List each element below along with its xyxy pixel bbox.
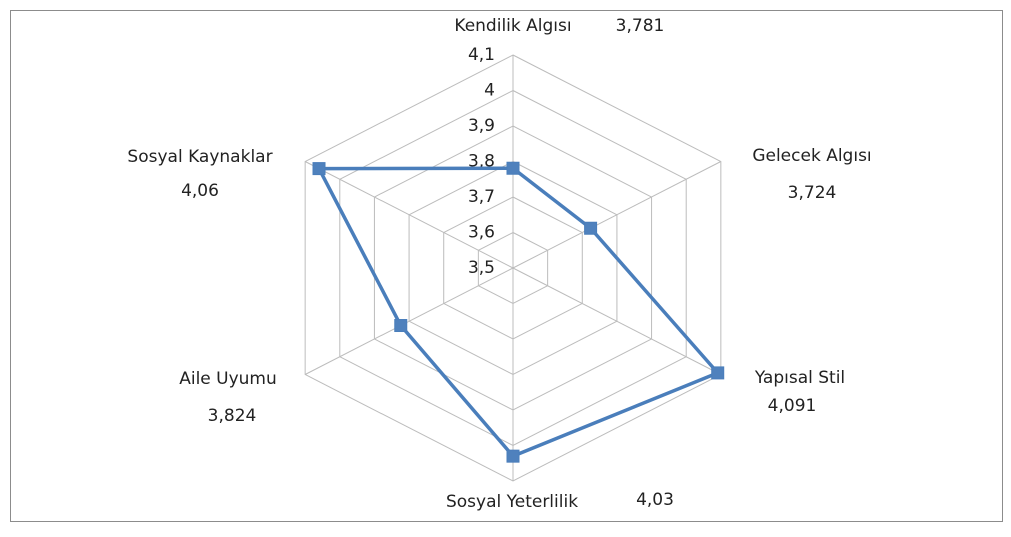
marker	[506, 449, 520, 463]
data-label: 3,724	[788, 183, 837, 203]
marker	[711, 366, 725, 380]
data-label: 4,03	[636, 490, 674, 510]
marker	[312, 162, 326, 176]
tick-label: 4,1	[468, 45, 495, 65]
tick-label: 4	[484, 81, 495, 101]
data-label: 3,824	[208, 406, 257, 426]
category-label: Sosyal Yeterlilik	[446, 492, 578, 512]
tick-label: 3,7	[468, 187, 495, 207]
category-label: Sosyal Kaynaklar	[127, 147, 272, 167]
spoke	[512, 161, 722, 269]
spoke	[304, 267, 514, 375]
tick-label: 3,9	[468, 116, 495, 136]
spoke	[304, 161, 514, 269]
category-label: Aile Uyumu	[179, 369, 277, 389]
category-label: Yapısal Stil	[754, 368, 845, 388]
chart-frame	[10, 10, 1003, 522]
spoke	[512, 267, 722, 375]
tick-label: 3,8	[468, 152, 495, 172]
category-label: Kendilik Algısı	[454, 16, 571, 36]
data-label: 4,06	[181, 181, 219, 201]
marker	[584, 221, 598, 235]
marker	[506, 161, 520, 175]
data-label: 3,781	[616, 16, 665, 36]
tick-label: 3,6	[468, 223, 495, 243]
data-label: 4,091	[768, 396, 817, 416]
tick-label: 3,5	[468, 258, 495, 278]
category-label: Gelecek Algısı	[752, 146, 871, 166]
marker	[394, 319, 408, 333]
